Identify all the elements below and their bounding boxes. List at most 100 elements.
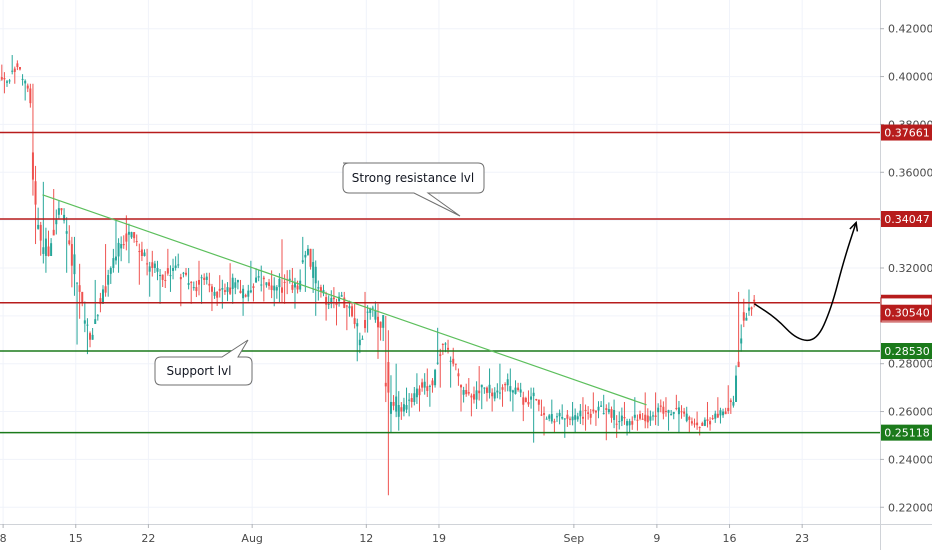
projection-curve[interactable] <box>754 222 857 342</box>
candle-body <box>454 363 457 365</box>
candle-body <box>732 401 735 406</box>
candle-body <box>262 277 265 280</box>
candle-body <box>37 224 40 229</box>
candle-body <box>39 224 42 241</box>
candle-body <box>244 295 247 297</box>
candle-body <box>478 390 481 394</box>
candle-body <box>566 414 569 419</box>
candle-body <box>195 287 198 292</box>
level-price-label: 0.28530 <box>881 343 932 360</box>
candle-body <box>83 320 86 324</box>
candle-body <box>382 315 385 328</box>
candle-body <box>159 275 162 277</box>
projection-path[interactable] <box>754 220 859 342</box>
candle-body <box>57 208 60 215</box>
candle-body <box>548 415 551 419</box>
candle-body <box>571 416 574 421</box>
candle-body <box>532 392 535 397</box>
candle-body <box>374 310 377 320</box>
candle-body <box>55 219 58 225</box>
level-price-label: 0.25118 <box>881 424 932 441</box>
x-tick-label: 15 <box>69 532 83 545</box>
candle-body <box>654 415 657 417</box>
candle-body <box>239 290 242 294</box>
candle-body <box>270 285 273 291</box>
candle-body <box>719 410 722 416</box>
candle-body <box>530 396 533 400</box>
candle-body <box>729 400 732 403</box>
trendline-line[interactable] <box>42 194 647 406</box>
candle-body <box>395 396 398 412</box>
candle-body <box>330 298 333 304</box>
candle-body <box>441 344 444 346</box>
candle-body <box>574 415 577 420</box>
candle-body <box>462 390 465 395</box>
candle-body <box>172 267 175 271</box>
candle-body <box>460 385 463 388</box>
candle-body <box>633 414 636 418</box>
candle-body <box>690 421 693 424</box>
candle-body <box>31 152 34 180</box>
y-tick-label: 0.40000 <box>888 71 932 84</box>
x-tick-label: 19 <box>432 532 446 545</box>
candle-body <box>3 78 6 80</box>
candle-body <box>740 338 743 344</box>
candle-body <box>361 338 364 340</box>
candle-body <box>76 282 79 284</box>
candle-body <box>620 415 623 422</box>
x-tick-label: 9 <box>653 532 660 545</box>
candle-body <box>589 413 592 418</box>
x-tick-label: 23 <box>795 532 809 545</box>
candle-body <box>291 284 294 290</box>
candle-body <box>52 229 55 236</box>
candle-body <box>685 413 688 421</box>
candle-body <box>376 316 379 328</box>
candle-body <box>187 283 190 285</box>
x-tick-label: 22 <box>141 532 155 545</box>
candle-body <box>8 80 11 82</box>
resistance-callout[interactable]: Strong resistance lvl <box>342 162 485 217</box>
level-price-label-text: 0.28530 <box>884 345 930 358</box>
x-axis-ticks[interactable]: 8 15 22 Aug 12 19 Sep 9 16 23 <box>0 524 809 545</box>
candle-body <box>607 409 610 413</box>
trendline[interactable] <box>42 194 647 406</box>
candle-body <box>340 295 343 297</box>
candle-body <box>13 68 16 72</box>
candle-body <box>312 262 315 278</box>
candle-body <box>428 385 431 387</box>
candle-body <box>304 254 307 258</box>
support-callout[interactable]: Support lvl <box>154 339 253 386</box>
candle-body <box>470 395 473 398</box>
candle-body <box>200 277 203 279</box>
candle-body <box>273 285 276 291</box>
candle-body <box>657 407 660 413</box>
candle-body <box>387 362 390 393</box>
candle-body <box>301 260 304 263</box>
candle-body <box>670 413 673 416</box>
candle-body <box>509 386 512 392</box>
candle-body <box>384 382 387 387</box>
candle-body <box>299 280 302 290</box>
candle-body <box>672 411 675 414</box>
level-price-label-text: 0.34047 <box>884 213 930 226</box>
candle-body <box>475 390 478 400</box>
x-tick-label: 8 <box>0 532 7 545</box>
candle-body <box>125 233 128 242</box>
candle-body <box>677 407 680 415</box>
candle-body <box>716 413 719 418</box>
y-tick-label: 0.36000 <box>888 166 932 179</box>
candle-body <box>519 389 522 393</box>
candle-body <box>405 405 408 410</box>
horizontal-levels[interactable] <box>0 131 880 434</box>
candle-body <box>594 410 597 413</box>
candle-body <box>602 413 605 415</box>
candle-body <box>706 419 709 421</box>
candle-body <box>418 388 421 396</box>
candle-body <box>452 358 455 364</box>
candle-body <box>81 291 84 303</box>
candle-body <box>506 379 509 386</box>
candle-body <box>101 289 104 304</box>
candle-body <box>252 286 255 288</box>
